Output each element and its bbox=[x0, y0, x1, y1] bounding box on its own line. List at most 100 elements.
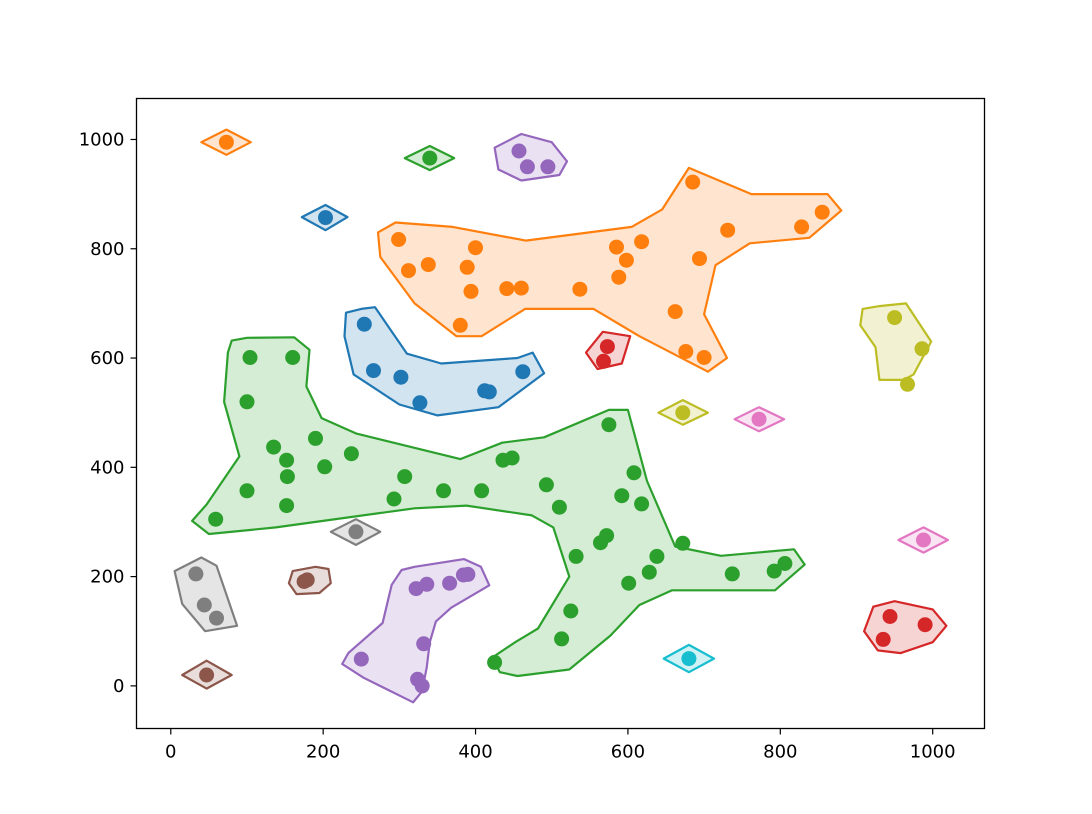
data-point-2-12 bbox=[678, 344, 694, 359]
y-axis: 0 200 400 600 800 1000 bbox=[79, 129, 137, 697]
data-point-2-6 bbox=[499, 281, 515, 297]
data-point-4-11 bbox=[343, 446, 359, 462]
data-point-3-0 bbox=[218, 134, 234, 150]
data-point-9-3 bbox=[442, 575, 458, 591]
data-point-14-2 bbox=[209, 610, 224, 626]
data-point-10-1 bbox=[299, 572, 315, 588]
data-point-2-2 bbox=[420, 257, 436, 273]
data-point-2-5 bbox=[468, 240, 483, 256]
data-point-4-33 bbox=[675, 535, 691, 551]
y-tick-label: 600 bbox=[90, 348, 124, 369]
data-point-2-10 bbox=[634, 234, 650, 250]
x-tick-label: 600 bbox=[611, 742, 645, 763]
cluster-hull-16 bbox=[859, 302, 933, 381]
data-point-9-5 bbox=[460, 566, 476, 582]
data-point-4-25 bbox=[599, 528, 615, 544]
cluster-hull-9 bbox=[341, 557, 491, 704]
y-tick-label: 800 bbox=[90, 239, 124, 260]
data-point-15-0 bbox=[348, 524, 364, 540]
x-axis: 0 200 400 600 800 1000 bbox=[165, 728, 956, 763]
data-point-4-6 bbox=[279, 498, 295, 514]
data-point-7-0 bbox=[882, 609, 898, 624]
data-point-4-32 bbox=[649, 548, 665, 564]
data-point-4-1 bbox=[285, 350, 301, 365]
data-point-16-2 bbox=[914, 341, 930, 357]
data-point-4-15 bbox=[474, 483, 490, 499]
data-point-9-6 bbox=[416, 636, 432, 652]
data-point-2-14 bbox=[692, 251, 707, 267]
data-point-8-2 bbox=[540, 159, 556, 175]
data-point-2-15 bbox=[696, 350, 712, 365]
data-point-2-21 bbox=[572, 281, 588, 297]
data-point-4-19 bbox=[551, 499, 567, 515]
data-point-4-4 bbox=[279, 452, 295, 468]
data-point-2-16 bbox=[720, 222, 736, 238]
data-point-4-2 bbox=[239, 394, 255, 410]
y-tick-label: 200 bbox=[90, 567, 124, 588]
data-point-8-1 bbox=[519, 159, 535, 175]
data-point-2-1 bbox=[401, 263, 416, 279]
data-point-1-0 bbox=[318, 210, 333, 226]
data-point-7-1 bbox=[875, 631, 891, 647]
x-tick-label: 800 bbox=[763, 742, 797, 763]
data-point-4-21 bbox=[563, 603, 579, 619]
y-tick-label: 0 bbox=[113, 676, 124, 697]
data-point-4-20 bbox=[568, 548, 584, 564]
data-point-2-11 bbox=[667, 304, 683, 320]
data-point-6-1 bbox=[596, 353, 611, 369]
data-point-14-1 bbox=[196, 597, 212, 613]
data-point-0-0 bbox=[356, 316, 372, 332]
data-point-4-26 bbox=[601, 417, 617, 433]
data-point-5-0 bbox=[422, 150, 438, 166]
plot-frame bbox=[135, 97, 986, 730]
data-point-2-13 bbox=[685, 174, 701, 190]
data-point-12-0 bbox=[751, 411, 767, 427]
data-point-0-1 bbox=[366, 363, 381, 379]
data-point-2-8 bbox=[611, 269, 627, 285]
data-point-0-3 bbox=[412, 395, 428, 411]
data-point-4-17 bbox=[504, 450, 520, 466]
data-point-14-0 bbox=[188, 566, 204, 582]
data-point-4-22 bbox=[554, 631, 570, 647]
data-point-2-4 bbox=[463, 283, 479, 299]
data-point-4-14 bbox=[436, 483, 451, 499]
data-point-2-17 bbox=[794, 219, 810, 235]
data-point-4-35 bbox=[766, 563, 782, 579]
data-point-7-2 bbox=[917, 617, 933, 633]
data-point-8-0 bbox=[511, 143, 527, 159]
x-tick-label: 0 bbox=[165, 742, 176, 763]
data-point-4-13 bbox=[386, 491, 402, 507]
data-point-16-0 bbox=[887, 310, 903, 326]
data-point-4-31 bbox=[641, 564, 657, 580]
x-tick-label: 1000 bbox=[910, 742, 956, 763]
y-tick-label: 400 bbox=[90, 457, 124, 478]
data-point-4-27 bbox=[614, 488, 630, 504]
data-point-4-23 bbox=[487, 654, 503, 670]
x-tick-label: 400 bbox=[458, 742, 492, 763]
data-point-2-9 bbox=[618, 252, 634, 268]
data-point-4-10 bbox=[317, 459, 333, 475]
data-point-4-7 bbox=[239, 483, 255, 499]
data-point-9-8 bbox=[414, 678, 430, 694]
data-point-11-0 bbox=[199, 667, 215, 683]
data-point-0-6 bbox=[515, 364, 531, 380]
data-point-9-0 bbox=[353, 651, 369, 667]
data-point-16-1 bbox=[900, 376, 915, 392]
data-point-2-18 bbox=[814, 204, 830, 220]
data-point-4-8 bbox=[208, 511, 224, 527]
data-point-0-2 bbox=[393, 369, 409, 385]
data-point-4-34 bbox=[724, 566, 740, 582]
data-point-2-7 bbox=[609, 239, 624, 255]
data-point-4-18 bbox=[538, 477, 554, 493]
data-point-4-5 bbox=[279, 469, 295, 485]
cluster-hull-2 bbox=[376, 166, 843, 373]
data-point-17-0 bbox=[675, 405, 691, 421]
data-point-4-28 bbox=[621, 575, 637, 591]
data-point-4-3 bbox=[266, 439, 282, 455]
data-point-2-0 bbox=[391, 232, 407, 247]
data-point-4-36 bbox=[777, 556, 793, 571]
data-point-9-2 bbox=[419, 576, 435, 592]
data-point-4-12 bbox=[397, 469, 413, 485]
